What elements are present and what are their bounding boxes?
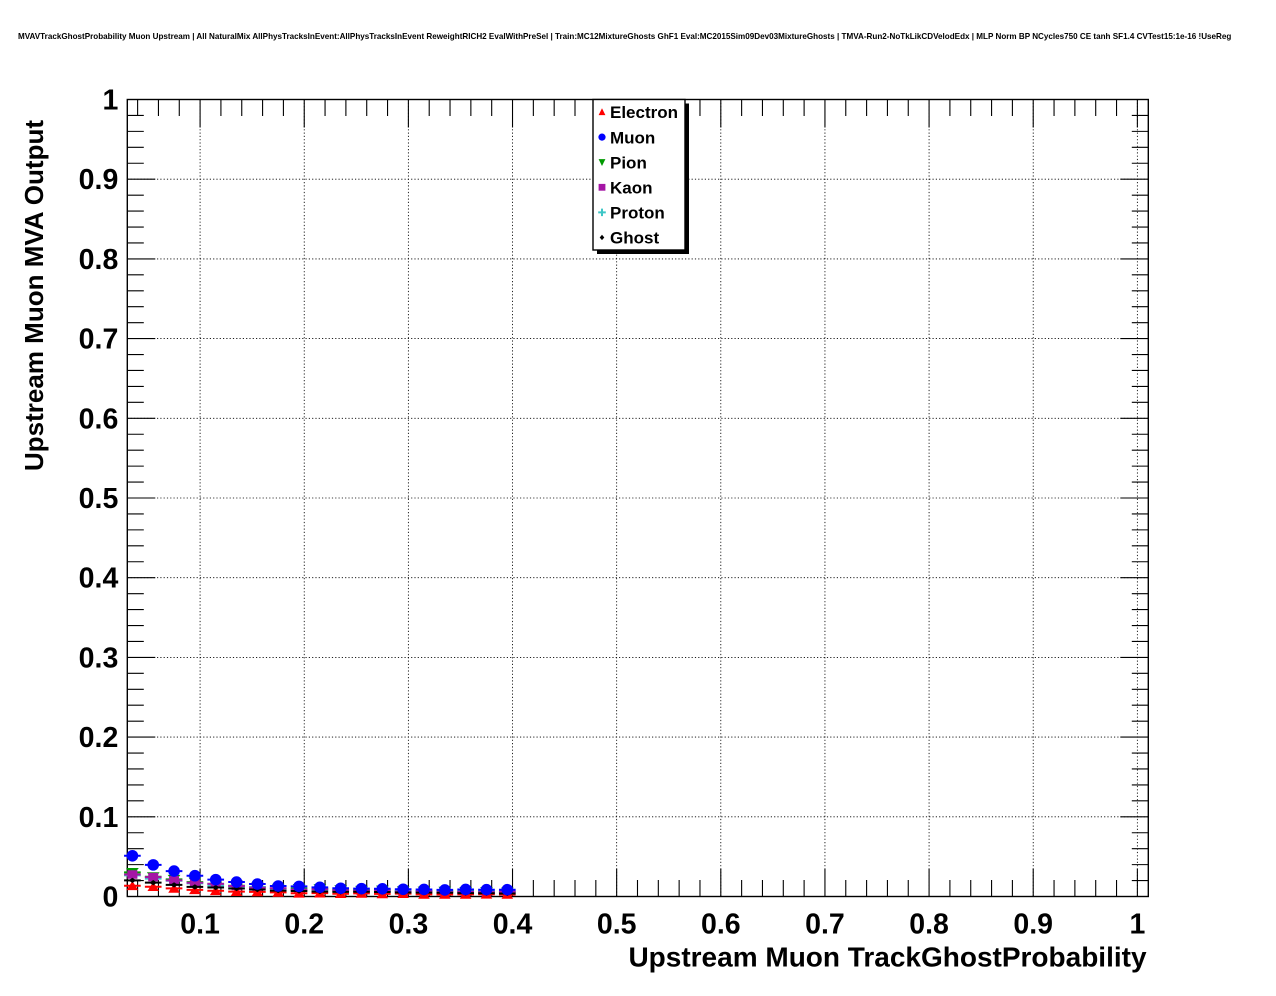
svg-text:Electron: Electron <box>610 103 678 122</box>
svg-text:0.1: 0.1 <box>180 909 220 941</box>
svg-text:0.2: 0.2 <box>79 722 119 754</box>
svg-text:0.4: 0.4 <box>493 909 533 941</box>
svg-text:0.8: 0.8 <box>909 909 949 941</box>
svg-text:1: 1 <box>102 85 118 117</box>
svg-text:0.5: 0.5 <box>79 483 119 515</box>
svg-text:0.3: 0.3 <box>79 642 119 674</box>
svg-text:0.7: 0.7 <box>79 324 119 356</box>
svg-text:Proton: Proton <box>610 204 665 223</box>
svg-text:0.9: 0.9 <box>79 164 119 196</box>
svg-text:0.1: 0.1 <box>79 802 119 834</box>
svg-text:Ghost: Ghost <box>610 229 659 248</box>
svg-text:Upstream Muon TrackGhostProbab: Upstream Muon TrackGhostProbability <box>628 942 1147 973</box>
svg-text:0.5: 0.5 <box>597 909 637 941</box>
svg-text:0.6: 0.6 <box>701 909 741 941</box>
svg-text:Pion: Pion <box>610 153 647 172</box>
svg-text:Upstream Muon MVA Output: Upstream Muon MVA Output <box>19 120 49 471</box>
svg-text:0.4: 0.4 <box>79 563 119 595</box>
svg-text:0.7: 0.7 <box>805 909 845 941</box>
svg-text:0.8: 0.8 <box>79 244 119 276</box>
svg-text:0.6: 0.6 <box>79 403 119 435</box>
svg-text:0.9: 0.9 <box>1013 909 1053 941</box>
svg-text:Muon: Muon <box>610 128 655 147</box>
svg-text:Kaon: Kaon <box>610 178 653 197</box>
svg-text:0.2: 0.2 <box>284 909 324 941</box>
svg-text:MVAVTrackGhostProbability Muon: MVAVTrackGhostProbability Muon Upstream … <box>18 32 1231 41</box>
svg-text:1: 1 <box>1129 909 1145 941</box>
svg-text:0.3: 0.3 <box>389 909 429 941</box>
svg-text:0: 0 <box>102 882 118 914</box>
